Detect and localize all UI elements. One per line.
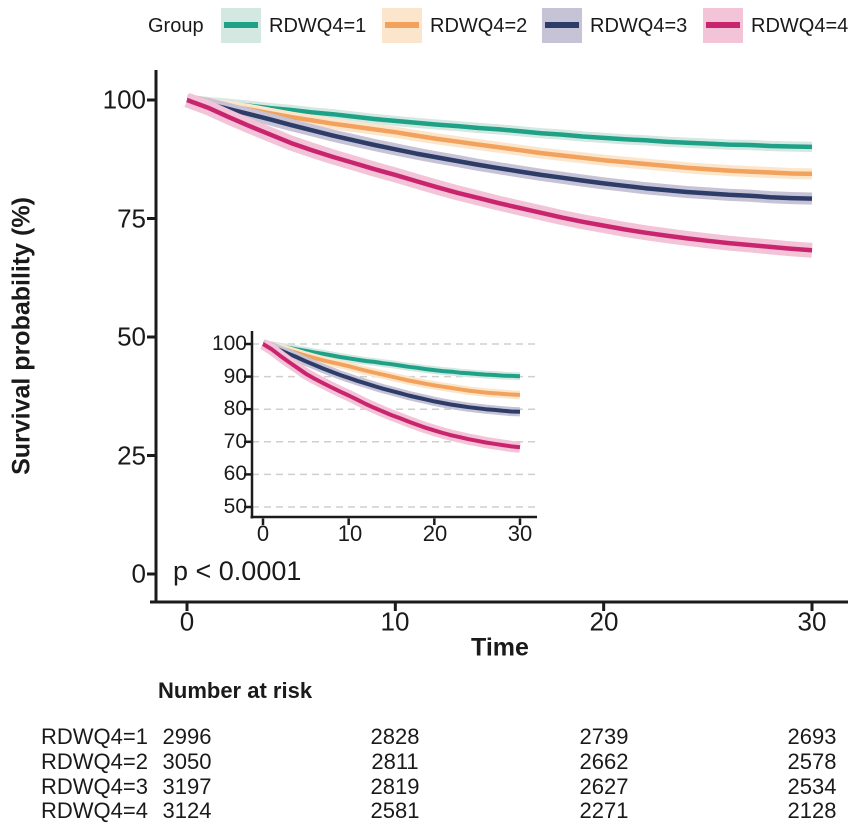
risk-row-label: RDWQ4=3 [41,774,148,799]
risk-row-label: RDWQ4=4 [41,798,148,823]
legend-label-4: RDWQ4=4 [751,15,849,37]
risk-row-label: RDWQ4=2 [41,749,148,774]
main-ytick-50: 50 [117,321,146,352]
risk-value: 3197 [162,774,212,799]
risk-value: 2627 [579,774,629,799]
legend-key-line-4 [706,22,740,28]
risk-value: 3050 [162,749,212,774]
x-axis-title: Time [471,633,529,662]
risk-value: 2693 [787,724,837,749]
series-RDWQ4=1-line [186,97,813,150]
risk-row-label: RDWQ4=1 [41,724,148,749]
risk-value: 2662 [579,749,629,774]
inset-ytick-50: 50 [223,495,247,518]
main-chart-svg [147,70,848,611]
risk-value: 2819 [370,774,420,799]
risk-value: 2811 [371,749,419,774]
series-RDWQ4=3-line [262,342,521,414]
series-RDWQ4=2-line [186,97,813,177]
legend-key-3 [542,8,582,43]
risk-value: 2996 [162,724,212,749]
risk-value: 2578 [787,749,837,774]
inset-ytick-60: 60 [223,462,247,486]
risk-value: 2271 [579,798,629,823]
legend-label-3: RDWQ4=3 [590,15,688,37]
series-RDWQ4=2-line [262,342,521,397]
main-xtick-20: 20 [589,606,619,637]
legend-label-2: RDWQ4=2 [430,15,528,37]
legend-key-line-1 [224,22,258,28]
main-ytick-75: 75 [117,203,146,233]
series-RDWQ4=1-line [262,342,521,379]
risk-value: 2739 [579,724,629,749]
main-xtick-10: 10 [380,606,410,637]
inset-ytick-90: 90 [223,364,247,388]
risk-value: 2534 [787,774,837,799]
inset-chart-svg [244,331,537,525]
main-xtick-30: 30 [797,606,827,637]
risk-value: 2828 [370,724,420,749]
inset-ytick-80: 80 [223,397,247,421]
inset-xtick-0: 0 [256,521,270,546]
legend-title: Group [148,15,204,37]
p-value-annotation: p < 0.0001 [173,556,302,586]
series-RDWQ4=4-line [261,342,521,450]
inset-xtick-30: 30 [507,521,533,546]
legend-key-2 [382,8,422,43]
inset-ytick-70: 70 [223,429,247,453]
risk-value: 2581 [370,798,420,823]
legend-key-line-3 [545,22,579,28]
series-RDWQ4=4-line [186,97,813,253]
legend-key-1 [221,8,261,43]
main-ytick-25: 25 [117,440,146,470]
legend-key-4 [703,8,743,43]
main-ytick-100: 100 [102,84,146,115]
legend-key-line-2 [385,22,419,28]
main-ytick-0: 0 [131,558,146,589]
inset-xtick-20: 20 [422,521,448,546]
inset-xtick-10: 10 [337,521,363,546]
inset-ytick-100: 100 [211,332,247,355]
risk-table-title: Number at risk [158,678,313,703]
y-axis-title: Survival probability (%) [7,197,36,475]
risk-value: 3124 [162,798,212,823]
legend-label-1: RDWQ4=1 [269,15,367,37]
risk-value: 2128 [787,798,837,823]
series-RDWQ4=3-line [186,97,813,201]
main-xtick-0: 0 [179,606,195,637]
